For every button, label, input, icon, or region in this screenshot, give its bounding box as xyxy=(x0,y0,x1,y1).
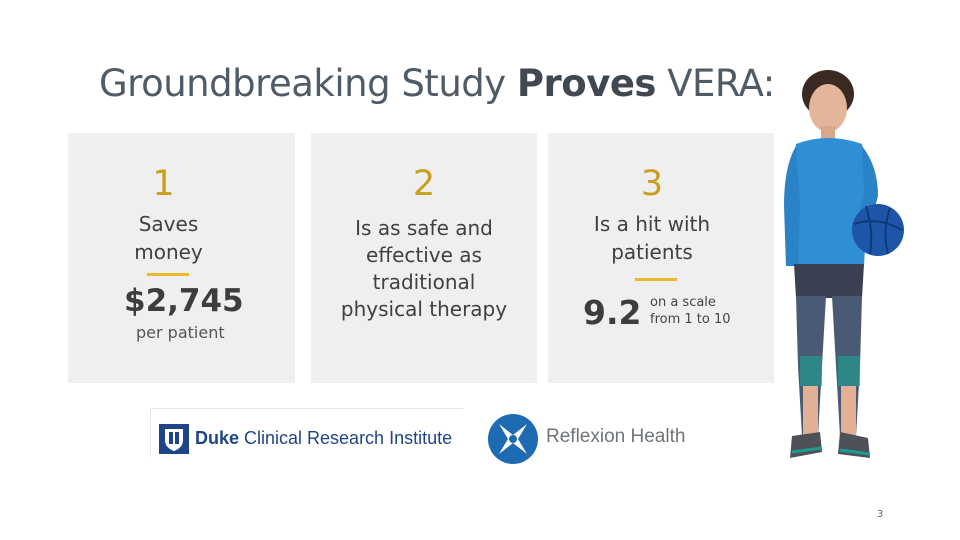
card-patient-hit: 3 Is a hit with patients 9.2 on a scale … xyxy=(548,133,774,383)
card-desc-line: Is as safe and xyxy=(355,216,493,240)
card-description: Is a hit with patients xyxy=(539,210,765,266)
card-desc-line: Saves xyxy=(138,212,199,236)
title-bold: Proves xyxy=(516,62,657,105)
card-saves-money: 1 Saves money $2,745 per patient xyxy=(68,133,295,383)
rating-value: 9.2 xyxy=(583,293,642,332)
card-desc-line: physical therapy xyxy=(340,297,508,321)
card-desc-line: traditional xyxy=(372,270,476,294)
duke-shield-icon xyxy=(159,424,189,454)
card-number: 2 xyxy=(412,164,436,204)
vera-avatar-image xyxy=(784,70,904,458)
title-prefix: Groundbreaking Study xyxy=(99,62,517,105)
page-number: 3 xyxy=(877,509,884,520)
reflexion-wordmark: Reflexion Health xyxy=(546,426,686,447)
card-description: Is as safe and effective as traditional … xyxy=(311,215,537,323)
card-number: 1 xyxy=(152,164,175,204)
card-safe-effective: 2 Is as safe and effective as traditiona… xyxy=(311,133,537,383)
title-suffix: VERA: xyxy=(655,62,775,105)
card-description: Saves money xyxy=(55,210,282,266)
accent-divider xyxy=(635,278,677,281)
duke-wordmark-rest: Clinical Research Institute xyxy=(239,428,453,448)
scale-line: on a scale xyxy=(650,295,716,310)
accent-divider xyxy=(147,273,189,276)
duke-logo: Duke Clinical Research Institute xyxy=(150,408,463,457)
card-desc-line: Is a hit with xyxy=(593,212,711,236)
duke-wordmark-bold: Duke xyxy=(195,428,240,448)
scale-line: from 1 to 10 xyxy=(650,312,731,327)
reflexion-logo-icon xyxy=(488,414,538,464)
card-number: 3 xyxy=(640,164,664,204)
card-desc-line: patients xyxy=(611,240,693,264)
slide-title: Groundbreaking Study Proves VERA: xyxy=(99,62,775,105)
savings-value: $2,745 xyxy=(124,283,244,319)
rating-scale-note: on a scale from 1 to 10 xyxy=(650,294,731,328)
savings-note: per patient xyxy=(136,323,225,342)
card-desc-line: effective as xyxy=(366,243,482,267)
duke-wordmark: Duke Clinical Research Institute xyxy=(195,428,452,449)
card-desc-line: money xyxy=(134,240,203,264)
